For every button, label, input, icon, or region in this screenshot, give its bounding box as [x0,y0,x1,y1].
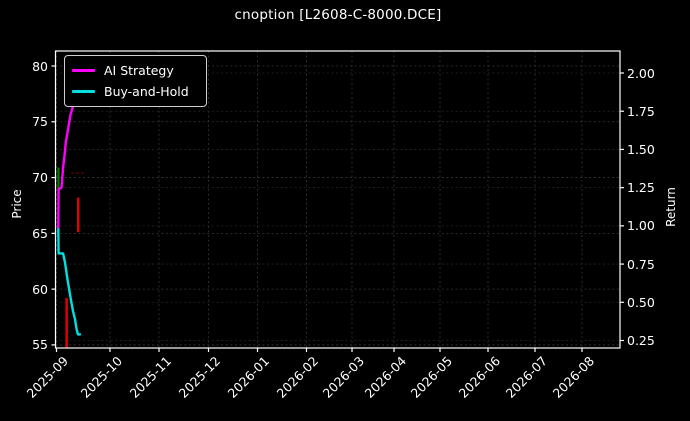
return-tick-label: 0.50 [627,294,655,310]
ai-strategy-line [57,96,77,229]
price-tick-label: 70 [32,170,48,186]
return-tick-label: 1.25 [627,180,655,196]
legend-label: Buy-and-Hold [104,84,189,99]
price-tick-label: 65 [32,225,48,241]
plot-border [54,50,621,349]
return-tick-label: 1.00 [627,218,655,234]
legend-item-buy-and-hold: Buy-and-Hold [65,84,206,100]
legend: AI Strategy Buy-and-Hold [64,55,207,107]
legend-item-ai-strategy: AI Strategy [65,63,206,79]
buy-and-hold-line-swatch [72,90,95,93]
price-tick-label: 80 [32,58,48,74]
chart-title: cnoption [L2608-C-8000.DCE] [234,7,442,23]
price-tick-label: 60 [32,281,48,297]
return-tick-label: 0.25 [627,332,655,348]
price-tick-label: 55 [32,337,48,353]
return-tick-label: 2.00 [627,65,655,81]
return-tick-label: 1.50 [627,141,655,157]
buy-and-hold-line [57,226,82,336]
return-tick-label: 0.75 [627,256,655,272]
return-tick-label: 1.75 [627,103,655,119]
price-tick-label: 75 [32,114,48,130]
legend-label: AI Strategy [104,63,174,78]
ai-strategy-line-swatch [72,69,95,72]
